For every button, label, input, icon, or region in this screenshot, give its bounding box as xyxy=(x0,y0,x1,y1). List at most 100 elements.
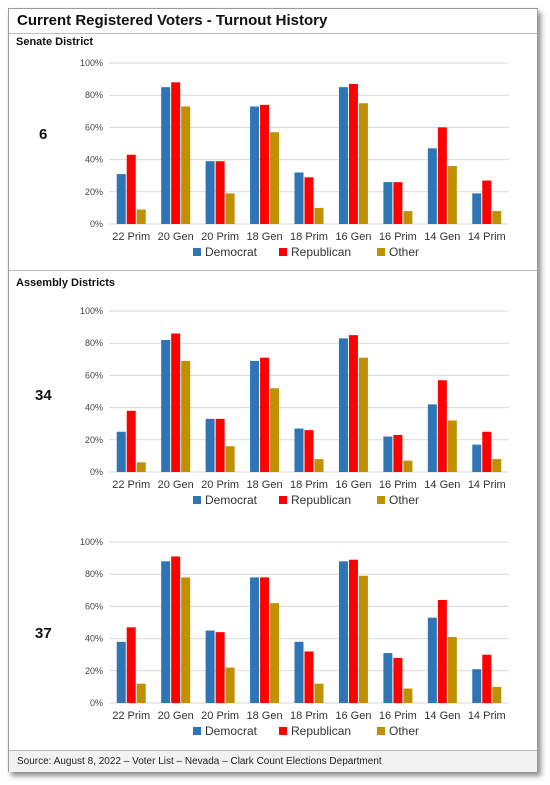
bar-other xyxy=(403,688,413,703)
legend-label: Republican xyxy=(291,493,351,507)
bar-other xyxy=(225,446,235,472)
bar-other xyxy=(358,103,368,224)
y-tick-label: 20% xyxy=(85,187,103,197)
bar-democrat xyxy=(250,106,260,224)
x-category-label: 18 Prim xyxy=(290,710,328,722)
y-tick-label: 40% xyxy=(85,403,103,413)
bar-democrat xyxy=(294,428,304,472)
assembly-district-number: 34 xyxy=(35,387,52,404)
bar-republican xyxy=(260,104,270,224)
bar-republican xyxy=(482,180,492,224)
bar-democrat xyxy=(161,561,171,703)
bar-republican xyxy=(393,182,403,224)
x-category-label: 22 Prim xyxy=(112,710,150,722)
bar-other xyxy=(492,459,502,472)
legend-label: Democrat xyxy=(205,493,258,507)
bar-democrat xyxy=(205,161,215,224)
x-category-label: 20 Gen xyxy=(158,479,194,491)
bar-democrat xyxy=(338,338,348,472)
assembly-district-chart-37: 0% 20% 40% 60% 80% 100% 22 Prim 20 Gen 20 Prim 18… xyxy=(80,537,509,738)
bar-democrat xyxy=(116,174,126,224)
x-category-label: 18 Gen xyxy=(247,231,283,243)
bar-other xyxy=(181,360,191,472)
legend-swatch xyxy=(377,496,385,504)
bar-other xyxy=(447,166,457,224)
bar-democrat xyxy=(205,630,215,703)
legend-label: Republican xyxy=(291,245,351,259)
bar-republican xyxy=(482,431,492,472)
section-divider xyxy=(9,270,537,271)
y-tick-label: 0% xyxy=(90,219,103,229)
bar-other xyxy=(447,420,457,472)
bar-republican xyxy=(437,599,447,703)
bar-other xyxy=(314,207,324,224)
x-category-label: 14 Prim xyxy=(468,479,506,491)
bar-democrat xyxy=(116,641,126,703)
bar-democrat xyxy=(338,561,348,703)
bar-democrat xyxy=(383,436,393,472)
x-category-label: 22 Prim xyxy=(112,479,150,491)
title-bar: Current Registered Voters - Turnout Hist… xyxy=(9,9,537,34)
y-tick-label: 40% xyxy=(85,155,103,165)
senate-district-chart: 0% 20% 40% 60% 80% 100% 22 Prim 20 Gen 20 Prim 18… xyxy=(80,58,509,259)
bar-republican xyxy=(215,632,225,703)
x-category-label: 20 Gen xyxy=(158,231,194,243)
y-tick-label: 100% xyxy=(80,537,103,547)
bar-republican xyxy=(304,651,314,703)
bar-republican xyxy=(393,434,403,472)
bar-democrat xyxy=(338,87,348,225)
y-tick-label: 60% xyxy=(85,370,103,380)
bar-republican xyxy=(126,410,136,472)
bar-republican xyxy=(393,657,403,703)
legend-swatch xyxy=(377,248,385,256)
bar-republican xyxy=(304,430,314,472)
bar-democrat xyxy=(161,87,171,225)
x-category-label: 20 Prim xyxy=(201,231,239,243)
bar-democrat xyxy=(161,339,171,472)
bar-republican xyxy=(348,83,358,225)
x-category-label: 16 Prim xyxy=(379,479,417,491)
bar-democrat xyxy=(472,444,482,472)
bar-republican xyxy=(260,577,270,703)
x-category-label: 14 Gen xyxy=(424,479,460,491)
bar-democrat xyxy=(427,404,437,472)
x-category-label: 14 Prim xyxy=(468,710,506,722)
y-tick-label: 20% xyxy=(85,666,103,676)
x-category-label: 16 Gen xyxy=(335,479,371,491)
x-category-label: 18 Prim xyxy=(290,479,328,491)
legend-label: Democrat xyxy=(205,724,258,738)
bar-republican xyxy=(126,154,136,224)
y-tick-label: 20% xyxy=(85,435,103,445)
bar-other xyxy=(314,683,324,703)
legend-swatch xyxy=(377,727,385,735)
legend-label: Other xyxy=(389,493,419,507)
bar-other xyxy=(492,686,502,703)
bar-republican xyxy=(437,380,447,472)
legend-label: Other xyxy=(389,245,419,259)
x-category-label: 14 Gen xyxy=(424,710,460,722)
bar-republican xyxy=(171,333,181,472)
bar-democrat xyxy=(427,148,437,224)
page-title: Current Registered Voters - Turnout Hist… xyxy=(17,12,328,29)
y-tick-label: 80% xyxy=(85,90,103,100)
assembly-section-label: Assembly Districts xyxy=(16,277,116,289)
senate-section-label: Senate District xyxy=(16,36,94,48)
source-footer: Source: August 8, 2022 – Voter List – Ne… xyxy=(9,750,537,772)
bar-democrat xyxy=(205,418,215,472)
bar-democrat xyxy=(250,577,260,703)
bar-other xyxy=(447,636,457,703)
bar-republican xyxy=(215,161,225,224)
legend-swatch xyxy=(193,727,201,735)
bar-other xyxy=(270,603,280,703)
bar-democrat xyxy=(472,669,482,703)
source-text: Source: August 8, 2022 – Voter List – Ne… xyxy=(17,756,382,767)
bar-democrat xyxy=(294,641,304,703)
bar-democrat xyxy=(250,360,260,472)
bar-republican xyxy=(348,559,358,703)
legend-swatch xyxy=(279,727,287,735)
x-category-label: 18 Gen xyxy=(247,710,283,722)
x-category-label: 20 Prim xyxy=(201,710,239,722)
bar-other xyxy=(270,388,280,472)
legend-swatch xyxy=(193,248,201,256)
legend-swatch xyxy=(279,496,287,504)
